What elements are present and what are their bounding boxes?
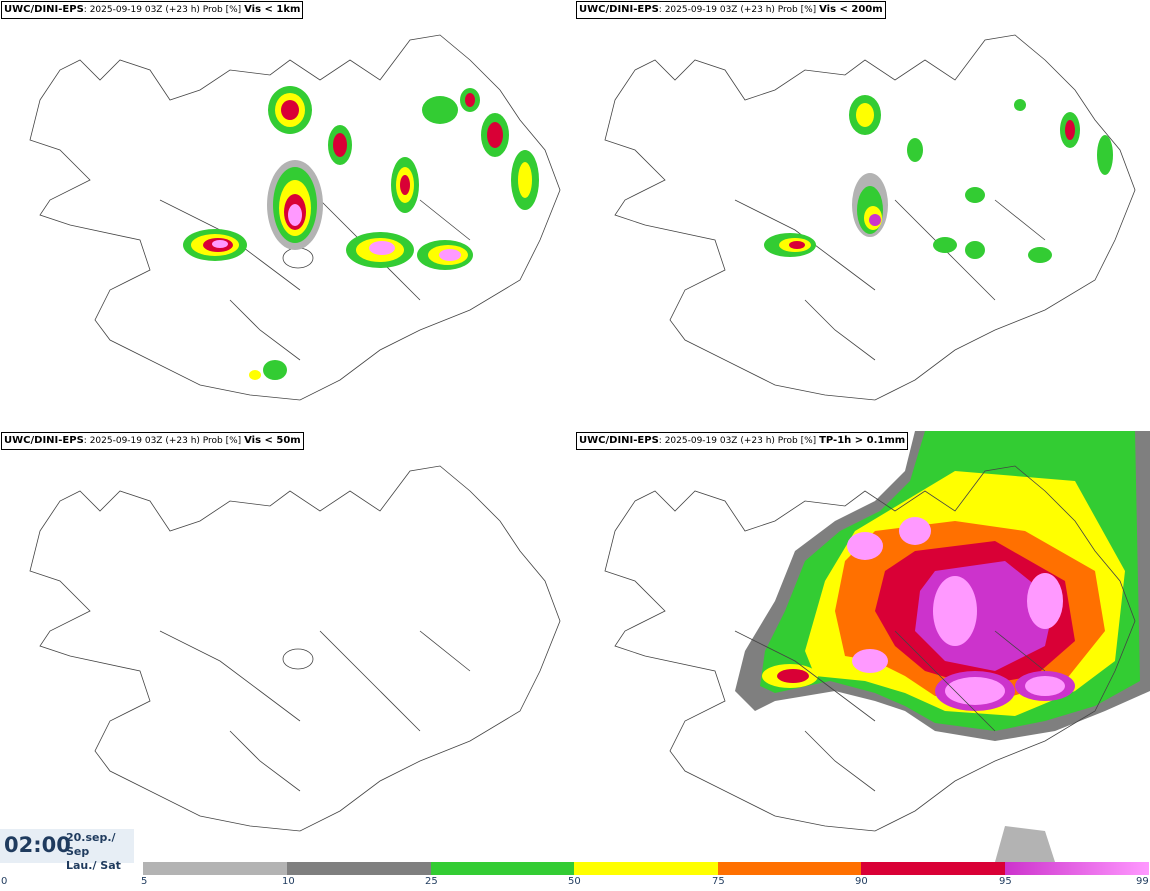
variable-name: Vis < 1km: [244, 4, 301, 15]
map-panel-vis-200m: UWC/DINI-EPS: 2025-09-19 03Z (+23 h) Pro…: [575, 0, 1150, 431]
iceland-map-vis-1km: [29, 34, 561, 401]
colorbar-tick: 10: [282, 876, 295, 887]
colorbar-tick: 75: [712, 876, 725, 887]
iceland-map-vis-50m: [29, 465, 561, 832]
colorbar-segment: [1005, 862, 1149, 875]
panel-title: UWC/DINI-EPS: 2025-09-19 03Z (+23 h) Pro…: [1, 1, 304, 19]
valid-date: 20.sep./ Sep Lau./ Sat: [66, 831, 134, 873]
date-line: 20.sep./ Sep: [66, 831, 116, 858]
valid-time: 02:00: [4, 833, 71, 857]
colorbar-segment: [718, 862, 861, 875]
run-info: 2025-09-19 03Z (+23 h) Prob [%]: [664, 5, 817, 15]
map-panel-vis-1km: UWC/DINI-EPS: 2025-09-19 03Z (+23 h) Pro…: [0, 0, 575, 431]
model-name: UWC/DINI-EPS: [579, 435, 659, 446]
colorbar-segment: [861, 862, 1005, 875]
map-panel-vis-50m: UWC/DINI-EPS: 2025-09-19 03Z (+23 h) Pro…: [0, 431, 575, 862]
colorbar-tick: 25: [425, 876, 438, 887]
day-line: Lau./ Sat: [66, 859, 121, 872]
colorbar-segment: [431, 862, 574, 875]
colorbar-tick: 5: [141, 876, 148, 887]
iceland-map-tp-1h: [604, 431, 1150, 862]
model-name: UWC/DINI-EPS: [579, 4, 659, 15]
panel-title: UWC/DINI-EPS: 2025-09-19 03Z (+23 h) Pro…: [576, 432, 909, 450]
run-info: 2025-09-19 03Z (+23 h) Prob [%]: [664, 436, 817, 446]
colorbar-segment: [143, 862, 287, 875]
panel-title: UWC/DINI-EPS: 2025-09-19 03Z (+23 h) Pro…: [1, 432, 304, 450]
variable-name: TP-1h > 0.1mm: [819, 435, 906, 446]
colorbar-tick: 99: [1136, 876, 1149, 887]
model-name: UWC/DINI-EPS: [4, 4, 84, 15]
colorbar-tick: 50: [568, 876, 581, 887]
run-info: 2025-09-19 03Z (+23 h) Prob [%]: [89, 436, 242, 446]
panel-title: UWC/DINI-EPS: 2025-09-19 03Z (+23 h) Pro…: [576, 1, 886, 19]
colorbar-segment: [574, 862, 718, 875]
valid-time-box: 02:00 20.sep./ Sep Lau./ Sat: [0, 829, 134, 872]
iceland-map-vis-200m: [604, 34, 1136, 401]
colorbar-tick: 90: [855, 876, 868, 887]
run-info: 2025-09-19 03Z (+23 h) Prob [%]: [89, 5, 242, 15]
colorbar-segment: [287, 862, 431, 875]
variable-name: Vis < 50m: [244, 435, 301, 446]
colorbar: [143, 862, 1150, 875]
colorbar-tick: 0: [1, 876, 8, 887]
model-name: UWC/DINI-EPS: [4, 435, 84, 446]
variable-name: Vis < 200m: [819, 4, 883, 15]
map-panel-tp-1h: UWC/DINI-EPS: 2025-09-19 03Z (+23 h) Pro…: [575, 431, 1150, 862]
colorbar-tick: 95: [999, 876, 1012, 887]
